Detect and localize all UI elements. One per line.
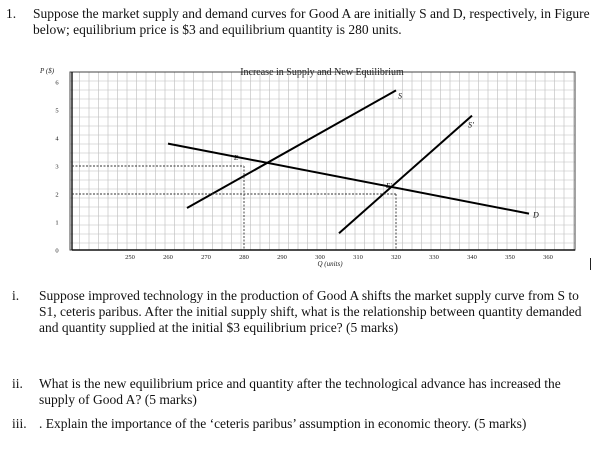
x-tick-label: 300 [315,254,325,261]
subquestion-1-text: Suppose improved technology in the produ… [39,288,582,335]
x-tick-label: 360 [543,254,553,261]
y-tick-label: 3 [55,164,58,171]
subquestion-3: iii. . Explain the importance of the ‘ce… [12,416,602,450]
x-tick-label: 350 [505,254,515,261]
x-tick-label: 250 [125,254,135,261]
x-tick-label: 330 [429,254,439,261]
x-tick-label: 280 [239,254,249,261]
subquestion-2-number: ii. [12,376,23,391]
x-tick-label: 340 [467,254,477,261]
curve-s-prime [338,114,473,234]
subquestion-2-text: What is the new equilibrium price and qu… [39,376,561,407]
subquestion-1: i. Suppose improved technology in the pr… [12,288,602,338]
x-tick-label: 310 [353,254,363,261]
x-tick-label: 260 [163,254,173,261]
chart-axes [69,71,576,251]
curve-label-d: D [532,211,539,220]
y-axis-label: P ($) [39,67,55,75]
chart-grid [69,71,575,250]
subquestion-2: ii. What is the new equilibrium price an… [12,376,602,410]
subquestion-3-number: iii. [12,416,27,431]
chart-ticks: 250 260 270 280 290 300 310 320 330 340 350 360 0 1 2 3… [55,80,553,262]
y-tick-label: 6 [55,80,59,87]
y-tick-label: 4 [55,136,59,143]
chart-curves [167,89,530,234]
y-tick-label: 1 [55,220,58,227]
equilibrium-label-e-prime: E' [385,182,392,190]
curve-d [167,142,530,215]
subquestion-3-text: . Explain the importance of the ‘ceteris… [39,416,527,431]
x-axis-label: Q (units) [317,260,343,268]
x-tick-label: 270 [201,254,211,261]
curve-label-s: S [398,91,402,100]
y-tick-label: 2 [55,192,58,199]
chart-labels: P ($) Q (units) Increase in Supply and New… [39,67,539,268]
x-tick-label: 290 [277,254,287,261]
question-text: Suppose the market supply and demand cur… [33,6,590,37]
x-tick-label: 320 [391,254,401,261]
chart-title: Increase in Supply and New Equilibrium [240,67,404,78]
curve-s [186,89,397,209]
y-tick-label: 5 [55,108,58,115]
subquestion-1-number: i. [12,288,20,303]
question-number: 1. [6,6,17,21]
equilibrium-label-e: E [233,154,239,162]
curve-label-s-prime: S' [468,121,474,130]
y-tick-label: 0 [55,248,58,255]
text-cursor [590,258,591,270]
